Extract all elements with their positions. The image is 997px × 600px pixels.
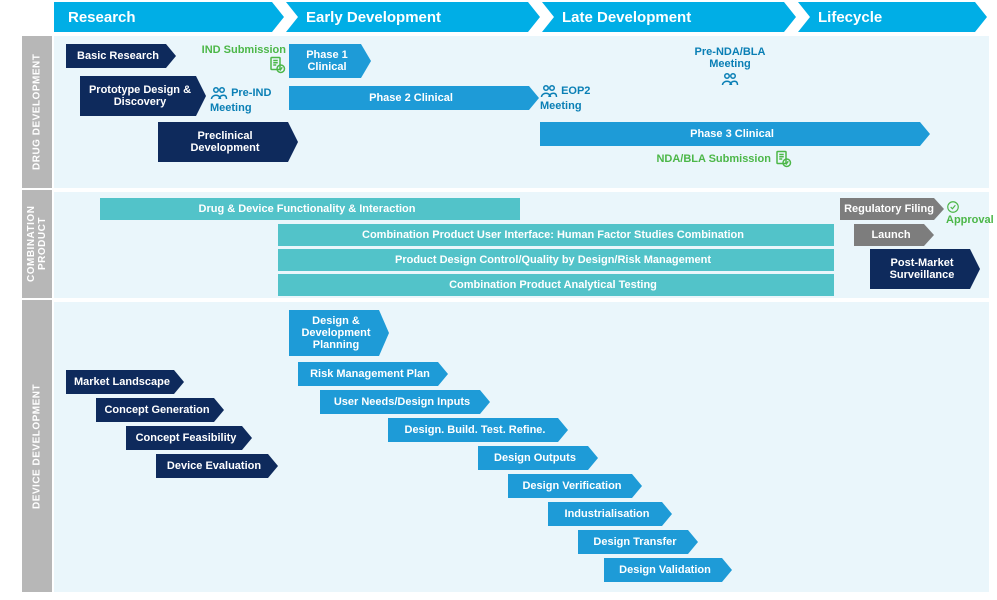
vlabel-combo: COMBINATION PRODUCT — [22, 190, 52, 298]
ms-approval: Approval — [946, 200, 996, 226]
phase-lifecycle: Lifecycle — [798, 2, 987, 32]
phase-early: Early Development — [286, 2, 540, 32]
people-icon — [210, 84, 228, 102]
vlabel-device: DEVICE DEVELOPMENT — [22, 300, 52, 592]
bar-design-verif: Design Verification — [508, 474, 642, 498]
stamp-icon — [946, 200, 960, 214]
bar-design-control: Product Design Control/Quality by Design… — [278, 249, 834, 271]
bar-func-interaction: Drug & Device Functionality & Interactio… — [100, 198, 520, 220]
bar-launch: Launch — [854, 224, 934, 246]
phase-header: Research Early Development Late Developm… — [54, 2, 989, 32]
bar-phase1: Phase 1 Clinical — [289, 44, 371, 78]
ms-pre-ind: Pre-IND Meeting — [210, 84, 290, 114]
bar-device-eval: Device Evaluation — [156, 454, 278, 478]
phase-research: Research — [54, 2, 284, 32]
ms-ind-submission: IND Submission — [196, 44, 286, 74]
bar-user-needs: User Needs/Design Inputs — [320, 390, 490, 414]
bar-design-out: Design Outputs — [478, 446, 598, 470]
bar-market-landscape: Market Landscape — [66, 370, 184, 394]
bar-design-valid: Design Validation — [604, 558, 732, 582]
bar-concept-gen: Concept Generation — [96, 398, 224, 422]
doc-check-icon — [774, 150, 792, 168]
bar-phase3: Phase 3 Clinical — [540, 122, 930, 146]
bar-industrial: Industrialisation — [548, 502, 672, 526]
bar-preclinical: Preclinical Development — [158, 122, 298, 162]
people-icon — [721, 70, 739, 88]
ms-pre-nda: Pre-NDA/BLA Meeting — [680, 46, 780, 88]
people-icon — [540, 82, 558, 100]
bar-phase2: Phase 2 Clinical — [289, 86, 539, 110]
bar-analytical-test: Combination Product Analytical Testing — [278, 274, 834, 296]
bar-dbtr: Design. Build. Test. Refine. — [388, 418, 568, 442]
bar-ddp: Design & Development Planning — [289, 310, 389, 356]
bar-ui-human-factors: Combination Product User Interface: Huma… — [278, 224, 834, 246]
bar-prototype: Prototype Design & Discovery — [80, 76, 206, 116]
doc-check-icon — [268, 56, 286, 74]
bar-reg-filing: Regulatory Filing — [840, 198, 944, 220]
dev-lifecycle-chart: Research Early Development Late Developm… — [0, 0, 997, 600]
bar-design-xfer: Design Transfer — [578, 530, 698, 554]
bar-risk-mgmt: Risk Management Plan — [298, 362, 448, 386]
vlabel-drug: DRUG DEVELOPMENT — [22, 36, 52, 188]
ms-eop2: EOP2 Meeting — [540, 82, 620, 112]
bar-basic-research: Basic Research — [66, 44, 176, 68]
bar-post-market: Post-Market Surveillance — [870, 249, 980, 289]
phase-late: Late Development — [542, 2, 796, 32]
bar-concept-feas: Concept Feasibility — [126, 426, 252, 450]
ms-nda-submission: NDA/BLA Submission — [632, 150, 792, 168]
